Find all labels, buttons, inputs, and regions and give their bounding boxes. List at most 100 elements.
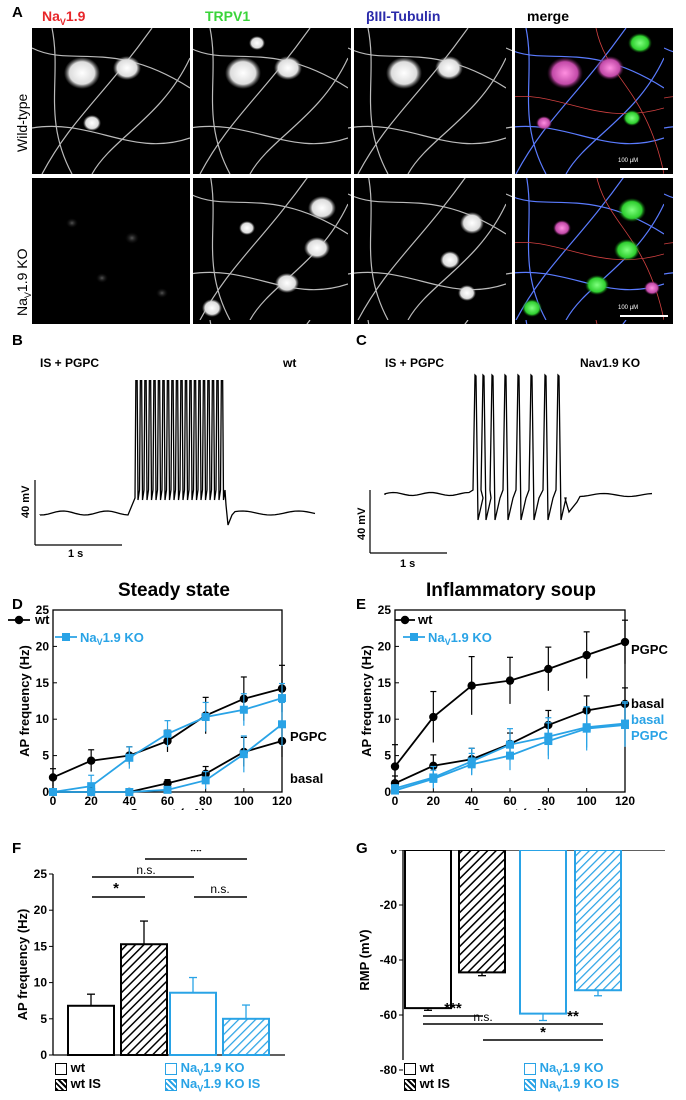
- micrograph-grid: [32, 28, 673, 324]
- trace-b-scale-t: 1 s: [68, 548, 84, 560]
- chart-e-point: [544, 664, 553, 674]
- legend-f-wt-swatch: [55, 1062, 67, 1075]
- legend-g-ko: NaV1.9 KO: [539, 1060, 604, 1078]
- chart-d-ann-pgpc: PGPC: [290, 729, 327, 744]
- scalebar-label-wt: 100 µM: [618, 158, 639, 164]
- chart-e-xlabel: Current (pA): [472, 806, 549, 810]
- chart-d-xtick-label: 60: [161, 794, 175, 808]
- legend-g-ko-swatch: [524, 1062, 536, 1075]
- chart-d-point: [86, 756, 96, 765]
- panel-a-label: A: [12, 4, 23, 21]
- trace-b-scale-v: 40 mV: [20, 485, 32, 518]
- chart-g-ytick-label: -60: [380, 1008, 398, 1022]
- chart-d-point: [49, 788, 57, 796]
- chart-f-ytick-label: 20: [34, 903, 48, 917]
- legend-f-wtis-swatch: [55, 1078, 67, 1091]
- chart-e-legend-wt: wt: [417, 612, 433, 627]
- legend-f-wtis: wt IS: [70, 1076, 101, 1091]
- chart-f: 0 5 10 15 20 25 AP frequency (Hz) * n.s. ** n.…: [15, 850, 285, 1062]
- trace-c-condition: IS + PGPC: [385, 356, 445, 370]
- legend-f-kois: NaV1.9 KO IS: [180, 1076, 261, 1094]
- legend-f-ko: NaV1.9 KO: [180, 1060, 245, 1078]
- chart-d-ytick-label: 20: [36, 639, 50, 653]
- chart-f-sig4: n.s.: [210, 882, 229, 896]
- channel-label-merge: merge: [527, 8, 570, 24]
- chart-d-xtick-label: 20: [84, 794, 98, 808]
- trace-c: [369, 373, 653, 554]
- channel-label-nav19: NaV1.9: [42, 8, 86, 27]
- chart-e-ytick-label: 10: [378, 712, 392, 726]
- chart-f-sig1: *: [113, 880, 119, 897]
- chart-g-bar: [574, 850, 622, 992]
- chart-d: 0 20 40 60 80 100 120 0 5 10 15 20 25 Current (pA) AP …: [8, 603, 327, 810]
- chart-g-ylabel: RMP (mV): [357, 929, 372, 990]
- chart-e-point: [429, 761, 438, 770]
- chart-e-xtick-label: 80: [542, 794, 556, 808]
- panel-c-label: C: [356, 332, 367, 349]
- chart-g-sig3: **: [567, 1008, 579, 1025]
- chart-g-ytick-label: 0: [390, 850, 397, 857]
- chart-d-point: [87, 788, 96, 796]
- chart-e-point: [429, 712, 438, 722]
- chart-e-ytick-label: 0: [384, 785, 391, 799]
- chart-e-xtick-label: 60: [503, 794, 517, 808]
- chart-d-point: [239, 750, 248, 759]
- chart-e-ann-pgpc-ko: PGPC: [631, 728, 668, 743]
- chart-e-ann-basal: basal: [631, 696, 664, 711]
- chart-d-point: [239, 705, 248, 714]
- chart-e-point: [582, 724, 591, 733]
- chart-d-title: Steady state: [118, 580, 230, 601]
- chart-e-point: [621, 721, 629, 730]
- trace-b-condition: IS + PGPC: [40, 356, 100, 370]
- legend-g-wt: wt: [419, 1060, 435, 1075]
- chart-e-xtick-label: 40: [465, 794, 479, 808]
- chart-e-xtick-label: 120: [615, 794, 635, 808]
- scalebar-label-ko: 100 µM: [618, 305, 639, 311]
- chart-e-ytick-label: 25: [378, 603, 392, 617]
- panel-b-label: B: [12, 332, 23, 349]
- chart-g-bar: [519, 850, 567, 1015]
- panel-g-label: G: [356, 840, 368, 857]
- chart-f-ytick-label: 5: [40, 1012, 47, 1026]
- chart-g-bar: [404, 850, 452, 1010]
- chart-d-xlabel: Current (pA): [129, 806, 206, 810]
- trace-b-path: [39, 380, 316, 526]
- chart-d-point: [278, 720, 286, 729]
- chart-e-point: [506, 751, 514, 760]
- chart-d-point: [201, 713, 210, 722]
- legend-g-wtis: wt IS: [419, 1076, 450, 1091]
- chart-d-legend-wt: wt: [34, 612, 50, 627]
- chart-e-xtick-label: 20: [427, 794, 441, 808]
- chart-d-legend-wt-marker: [14, 615, 24, 625]
- chart-e-point: [544, 737, 553, 746]
- chart-g-ytick-label: -80: [380, 1063, 398, 1077]
- legend-g-wtis-swatch: [404, 1078, 416, 1091]
- chart-f-bar: [222, 1017, 270, 1057]
- chart-d-point: [87, 782, 96, 791]
- chart-e-ytick-label: 15: [378, 676, 392, 690]
- chart-g-sig1: ***: [444, 1000, 462, 1017]
- trace-c-scale-t: 1 s: [400, 558, 416, 570]
- chart-d-xtick-label: 0: [50, 794, 57, 808]
- chart-f-ytick-label: 0: [40, 1048, 47, 1062]
- legend-g-kois-swatch: [524, 1078, 536, 1091]
- chart-e-point: [467, 760, 476, 769]
- chart-g-ytick-label: -40: [380, 953, 398, 967]
- chart-d-legend-ko-marker: [62, 633, 70, 641]
- chart-d-xtick-label: 80: [199, 794, 213, 808]
- chart-f-ytick-label: 10: [34, 976, 48, 990]
- chart-e-legend-ko: NaV1.9 KO: [428, 630, 492, 647]
- trace-c-genotype: Nav1.9 KO: [580, 356, 641, 370]
- chart-f-bar: [120, 943, 168, 1056]
- trace-c-path: [384, 373, 653, 521]
- chart-f-sig2: n.s.: [136, 863, 155, 877]
- legend-g-wt-swatch: [404, 1062, 416, 1075]
- chart-d-xtick-label: 40: [123, 794, 137, 808]
- chart-d-point: [125, 788, 134, 796]
- chart-e-ylabel: AP frequency (Hz): [359, 645, 374, 757]
- chart-g: 0 -20 -40 -60 -80 RMP (mV) *** n.s. ** *: [357, 850, 665, 1077]
- chart-d-point: [48, 773, 58, 782]
- chart-g-ytick-label: -20: [380, 898, 398, 912]
- chart-e-legend-wt-marker: [400, 615, 410, 625]
- trace-b: [34, 380, 316, 546]
